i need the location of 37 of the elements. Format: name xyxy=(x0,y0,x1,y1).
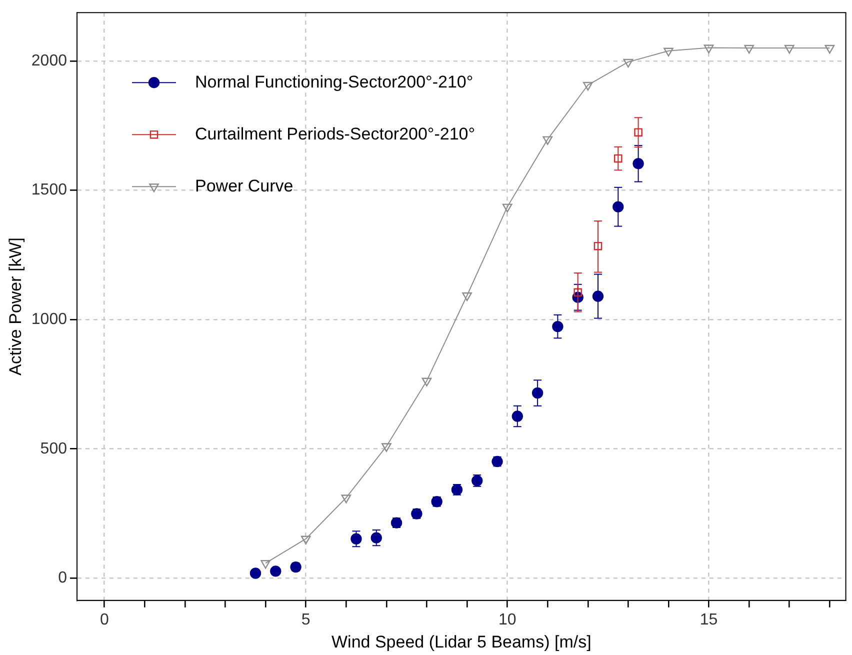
point xyxy=(824,44,835,54)
point xyxy=(341,494,352,504)
point xyxy=(744,44,754,54)
point xyxy=(704,44,714,54)
point xyxy=(623,58,634,68)
point xyxy=(784,44,794,54)
point xyxy=(664,48,674,56)
y-tick-label: 1000 xyxy=(31,310,68,328)
x-axis-title: Wind Speed (Lidar 5 Beams) [m/s] xyxy=(331,632,592,652)
point xyxy=(552,320,564,332)
x-tick-label: 0 xyxy=(100,611,109,628)
point xyxy=(422,378,432,386)
y-tick-label: 1500 xyxy=(31,182,68,199)
point xyxy=(382,443,392,452)
point xyxy=(592,290,604,302)
y-tick-label: 0 xyxy=(58,570,68,587)
legend-label: Power Curve xyxy=(194,176,294,196)
point xyxy=(614,154,622,163)
y-axis-title: Active Power [kW] xyxy=(6,238,25,376)
x-tick-label: 10 xyxy=(498,611,516,628)
x-tick-label: 15 xyxy=(700,611,718,628)
point xyxy=(634,128,642,136)
x-tick-label: 5 xyxy=(301,611,310,628)
point xyxy=(582,82,593,91)
point xyxy=(462,292,472,302)
point xyxy=(594,242,602,250)
point xyxy=(300,536,311,544)
point xyxy=(502,204,512,212)
point xyxy=(574,288,582,297)
y-tick-label: 500 xyxy=(40,440,68,458)
y-tick-label: 2000 xyxy=(31,52,68,70)
point xyxy=(260,560,270,569)
legend-label: Curtailment Periods-Sector200°-210° xyxy=(194,124,476,144)
point xyxy=(542,136,553,145)
point xyxy=(512,410,524,422)
point xyxy=(632,158,644,170)
legend-label: Normal Functioning-Sector200°-210° xyxy=(194,72,474,92)
